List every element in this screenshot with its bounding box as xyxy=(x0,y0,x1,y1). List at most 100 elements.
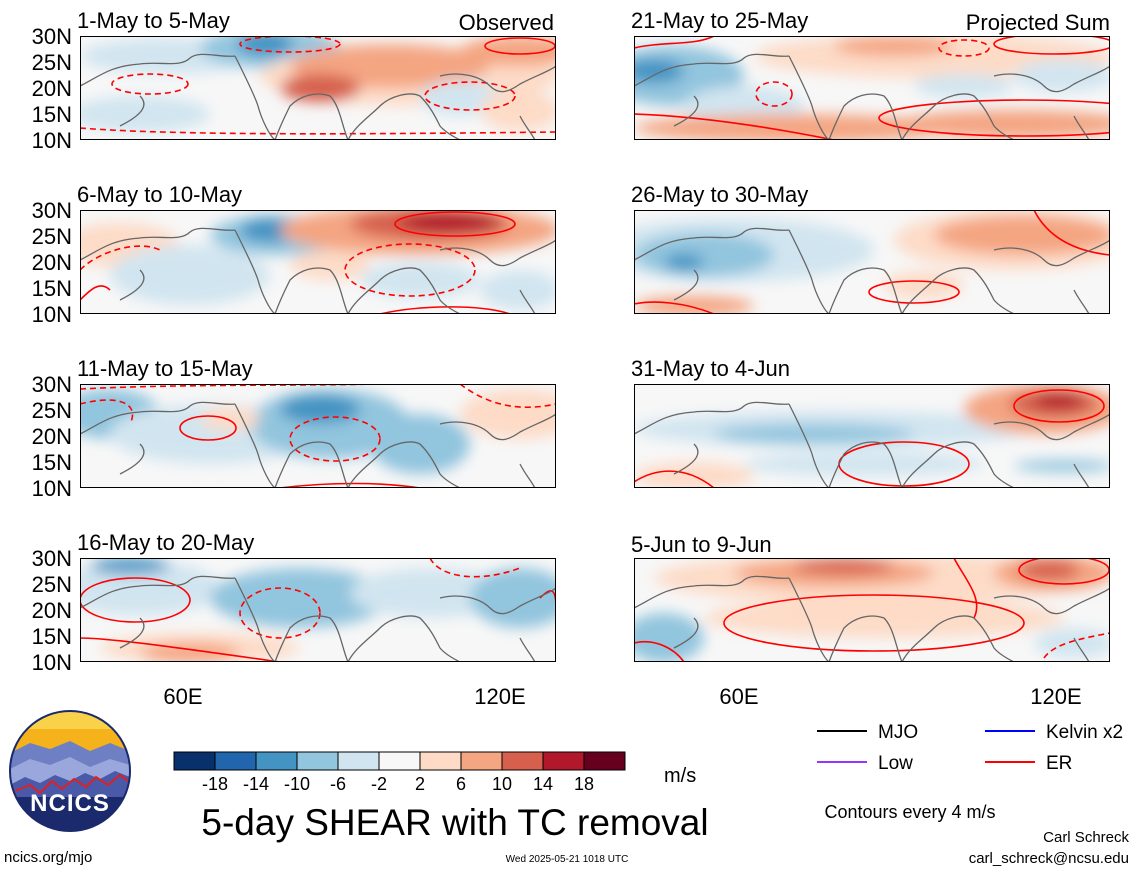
shear-field xyxy=(80,36,556,132)
colorbar: -18 -14 -10 -6 -2 2 6 10 14 18 xyxy=(173,751,626,794)
legend-label: Low xyxy=(878,753,913,774)
colorbar-label: 14 xyxy=(533,774,553,794)
shear-field xyxy=(634,558,1110,662)
lon-axis: 60E 120E xyxy=(163,684,525,709)
panel-tag: Projected Sum xyxy=(966,10,1110,35)
er-contours xyxy=(80,243,476,297)
colorbar-swatch xyxy=(255,751,298,771)
lat-label: 10N xyxy=(32,128,72,153)
lon-label: 120E xyxy=(474,684,525,709)
colorbar-label: -10 xyxy=(284,774,310,794)
lat-label: 20N xyxy=(32,424,72,449)
panel-tag: Observed xyxy=(459,10,554,35)
lat-label: 10N xyxy=(32,476,72,501)
lat-label: 15N xyxy=(32,102,72,127)
colorbar-swatch xyxy=(460,751,503,771)
lon-label: 60E xyxy=(719,684,758,709)
lat-label: 10N xyxy=(32,650,72,675)
shear-field xyxy=(634,36,1110,140)
logo-text: NCICS xyxy=(30,790,110,817)
coastlines xyxy=(634,575,1110,662)
panel-title: 5-Jun to 9-Jun xyxy=(631,532,772,557)
lat-label: 10N xyxy=(32,302,72,327)
panel-title: 16-May to 20-May xyxy=(77,530,254,555)
lat-label: 25N xyxy=(32,50,72,75)
colorbar-swatch xyxy=(337,751,380,771)
legend-label: MJO xyxy=(878,722,918,743)
coastlines xyxy=(634,401,1110,488)
lat-label: 15N xyxy=(32,624,72,649)
er-contours xyxy=(179,415,421,488)
colorbar-label: 2 xyxy=(415,774,425,794)
panel-title: 26-May to 30-May xyxy=(631,182,808,207)
er-contours xyxy=(634,36,1110,140)
colorbar-swatch xyxy=(173,751,216,771)
lat-label: 20N xyxy=(32,598,72,623)
units-label: m/s xyxy=(664,765,696,787)
coastlines xyxy=(634,53,1110,140)
legend-item-mjo: MJO xyxy=(817,722,918,743)
colorbar-swatch xyxy=(501,751,544,771)
colorbar-swatch xyxy=(214,751,257,771)
lat-label: 20N xyxy=(32,76,72,101)
colorbar-swatch xyxy=(419,751,462,771)
figure-title: 5-day SHEAR with TC removal xyxy=(201,802,708,843)
legend-label: ER xyxy=(1046,753,1072,774)
colorbar-swatch xyxy=(583,751,626,771)
colorbar-label: -6 xyxy=(330,774,346,794)
panel-1: 1-May to 5-May Observed xyxy=(32,8,556,153)
er-contours xyxy=(80,36,556,135)
lat-axis: 30N 25N 20N 15N 10N xyxy=(32,372,72,501)
timestamp-label: Wed 2025-05-21 1018 UTC xyxy=(506,854,629,865)
panel-7: 16-May to 20-May xyxy=(32,530,556,709)
colorbar-label: -2 xyxy=(371,774,387,794)
lat-label: 15N xyxy=(32,276,72,301)
coastlines xyxy=(80,575,556,662)
lat-label: 15N xyxy=(32,450,72,475)
lat-label: 25N xyxy=(32,224,72,249)
colorbar-swatch xyxy=(296,751,339,771)
lat-label: 30N xyxy=(32,198,72,223)
author-label: Carl Schreck xyxy=(1043,829,1129,846)
colorbar-swatch xyxy=(542,751,585,771)
colorbar-swatch xyxy=(378,751,421,771)
panel-title: 21-May to 25-May xyxy=(631,8,808,33)
colorbar-label: -14 xyxy=(243,774,269,794)
website-label: ncics.org/mjo xyxy=(4,849,92,866)
legend-item-kelvin: Kelvin x2 xyxy=(985,722,1123,743)
colorbar-label: 6 xyxy=(456,774,466,794)
shear-field xyxy=(634,210,1110,314)
legend: MJO Kelvin x2 Low ER xyxy=(817,722,1123,774)
lon-axis: 60E 120E xyxy=(719,684,1081,709)
er-contours xyxy=(634,210,1110,314)
panel-2: 21-May to 25-May Projected Sum xyxy=(631,8,1110,140)
lat-label: 30N xyxy=(32,372,72,397)
coastlines xyxy=(80,53,556,140)
colorbar-label: 10 xyxy=(492,774,512,794)
ncics-logo: NCICS xyxy=(9,710,131,832)
er-contours-dashed xyxy=(1043,632,1110,659)
panel-title: 11-May to 15-May xyxy=(77,356,253,381)
lat-label: 20N xyxy=(32,250,72,275)
shear-field xyxy=(80,558,556,662)
er-contours-dashed xyxy=(755,39,990,107)
lon-label: 120E xyxy=(1030,684,1081,709)
email-label: carl_schreck@ncsu.edu xyxy=(969,850,1129,867)
lat-axis: 30N 25N 20N 15N 10N xyxy=(32,24,72,153)
panel-4: 26-May to 30-May xyxy=(631,182,1110,314)
lat-label: 25N xyxy=(32,398,72,423)
lat-axis: 30N 25N 20N 15N 10N xyxy=(32,546,72,675)
coastlines xyxy=(80,401,556,488)
legend-item-low: Low xyxy=(817,753,913,774)
coastlines xyxy=(634,227,1110,314)
panel-3: 6-May to 10-May xyxy=(32,182,556,327)
lon-label: 60E xyxy=(163,684,202,709)
colorbar-label: -18 xyxy=(202,774,228,794)
panel-title: 1-May to 5-May xyxy=(77,8,230,33)
lat-label: 30N xyxy=(32,546,72,571)
panel-title: 31-May to 4-Jun xyxy=(631,356,790,381)
coastlines xyxy=(80,227,556,314)
legend-label: Kelvin x2 xyxy=(1046,722,1123,743)
panel-6: 31-May to 4-Jun xyxy=(631,356,1110,488)
